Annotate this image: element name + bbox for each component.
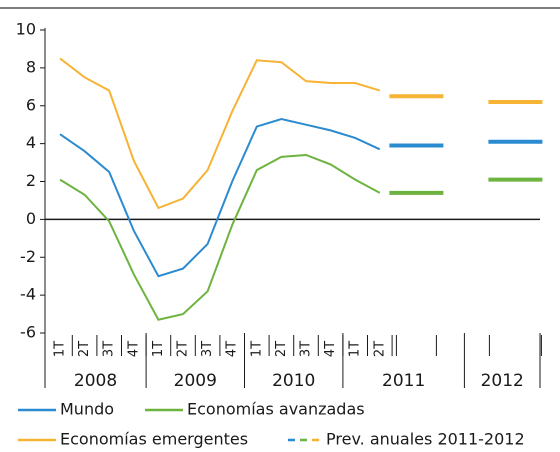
quarter-label: 2T — [77, 341, 92, 357]
quarter-label: 1T — [348, 341, 363, 357]
legend-label: Economías emergentes — [60, 430, 248, 449]
quarter-label: 4T — [323, 341, 338, 357]
series-line — [59, 117, 381, 278]
quarter-label: 1T — [249, 341, 264, 357]
y-tick-label: -6 — [20, 323, 36, 342]
y-tick-label: -4 — [20, 285, 36, 304]
y-tick-label: 2 — [26, 171, 36, 190]
legend-label: Mundo — [60, 400, 114, 419]
year-label: 2009 — [174, 371, 217, 391]
quarter-label: 2T — [372, 341, 387, 357]
quarter-label: 2T — [274, 341, 289, 357]
quarter-label: 3T — [102, 341, 117, 357]
legend-label: Prev. anuales 2011-2012 — [326, 430, 525, 449]
year-label: 2008 — [74, 371, 117, 391]
quarter-label: 4T — [126, 341, 141, 357]
series-line — [59, 153, 381, 321]
quarter-label: 3T — [200, 341, 215, 357]
y-tick-label: -2 — [20, 247, 36, 266]
y-tick-label: 4 — [26, 133, 36, 152]
y-tick-label: 8 — [26, 57, 36, 76]
year-label: 2010 — [272, 371, 315, 391]
y-tick-label: 10 — [16, 20, 36, 39]
quarter-label: 2T — [176, 341, 191, 357]
year-label: 2011 — [382, 371, 425, 391]
legend-label: Economías avanzadas — [187, 400, 365, 419]
quarter-label: 1T — [53, 341, 68, 357]
year-label: 2012 — [481, 371, 524, 391]
y-tick-label: 6 — [26, 95, 36, 114]
quarter-label: 4T — [225, 341, 240, 357]
quarter-label: 3T — [299, 341, 314, 357]
series-line — [59, 57, 381, 210]
y-tick-label: 0 — [26, 209, 36, 228]
quarter-label: 1T — [151, 341, 166, 357]
